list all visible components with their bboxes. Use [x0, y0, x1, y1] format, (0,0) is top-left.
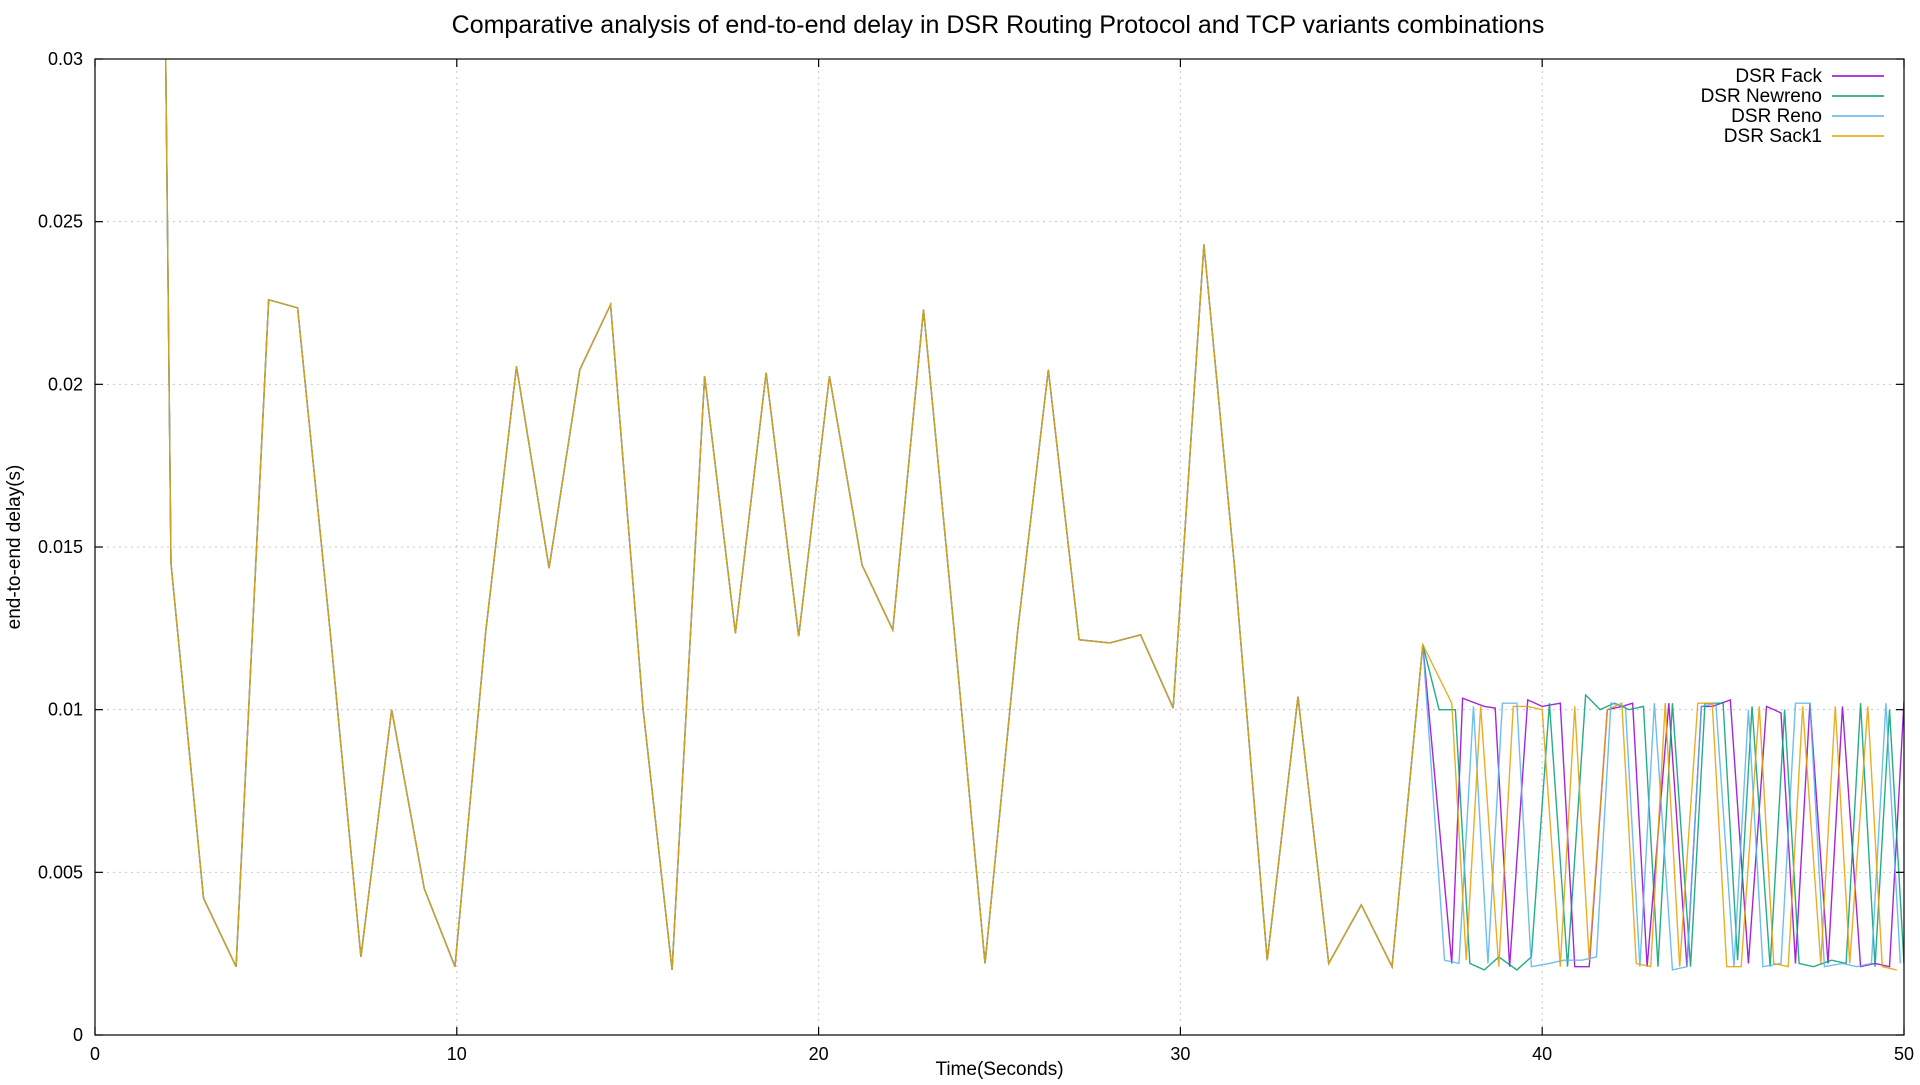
series-line-dsr-fack: [165, 59, 1904, 971]
legend-label: DSR Newreno: [1701, 86, 1822, 107]
y-tick-label: 0.015: [38, 537, 83, 557]
y-axis-label: end-to-end delay(s): [4, 465, 25, 630]
x-tick-label: 10: [447, 1044, 467, 1064]
y-tick-label: 0.01: [48, 700, 83, 720]
x-tick-label: 0: [90, 1044, 100, 1064]
y-tick-label: 0.02: [48, 374, 83, 394]
legend-label: DSR Fack: [1735, 66, 1822, 87]
y-tick-label: 0.005: [38, 862, 83, 882]
legend-entry: DSR Sack1: [1724, 126, 1884, 147]
x-tick-label: 40: [1532, 1044, 1552, 1064]
legend-entry: DSR Newreno: [1701, 86, 1884, 107]
axis-ticks: 0 10 20 30 40 50 0 0.005 0.01 0.015 0.02 0.025 0.03: [38, 49, 1914, 1064]
legend-entry: DSR Fack: [1735, 66, 1884, 87]
x-tick-label: 50: [1894, 1044, 1914, 1064]
y-tick-label: 0: [73, 1025, 83, 1045]
grid: [95, 59, 1904, 1035]
x-axis-label: Time(Seconds): [935, 1059, 1063, 1080]
legend-entry: DSR Reno: [1731, 106, 1884, 127]
y-tick-label: 0.025: [38, 212, 83, 232]
chart-title: Comparative analysis of end-to-end delay…: [452, 11, 1545, 39]
legend-label: DSR Sack1: [1724, 126, 1822, 147]
y-tick-label: 0.03: [48, 49, 83, 69]
series-line-dsr-newreno: [165, 59, 1904, 971]
x-tick-label: 20: [809, 1044, 829, 1064]
legend-label: DSR Reno: [1731, 106, 1822, 127]
x-tick-label: 30: [1170, 1044, 1190, 1064]
series-line-dsr-sack1: [165, 59, 1897, 971]
series-lines: [165, 59, 1904, 971]
